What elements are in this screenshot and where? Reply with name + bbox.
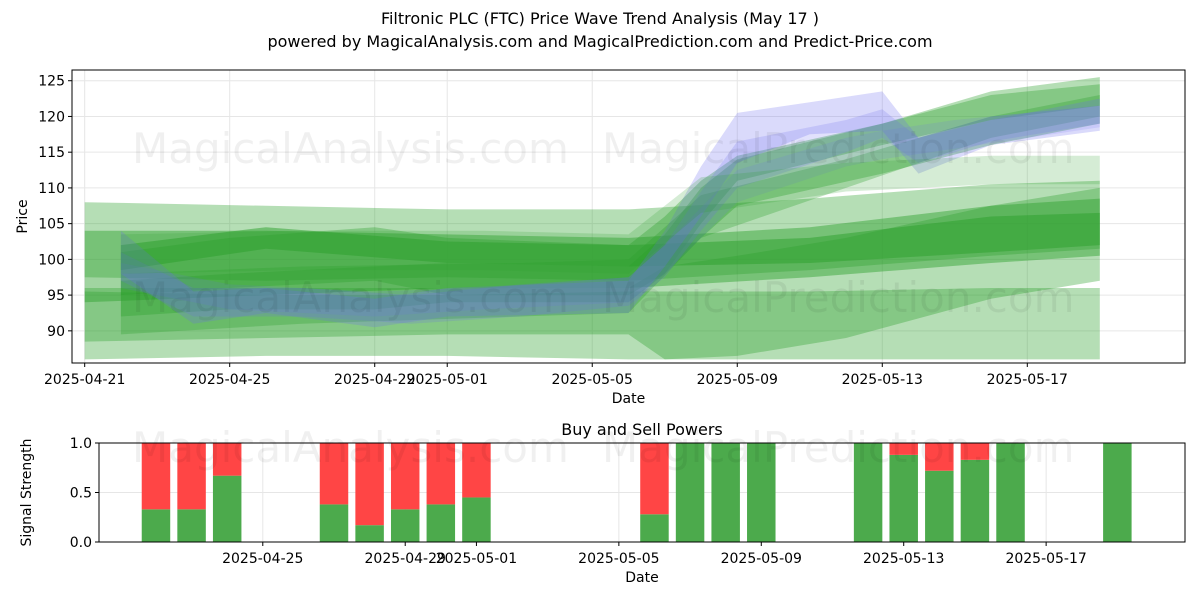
watermark-text: MagicalPrediction.com bbox=[602, 273, 1075, 322]
wave-band-8 bbox=[120, 95, 1100, 335]
price-axes: 90 95 100 105 110 115 120 125 2025-04-21 2025-04-… bbox=[15, 74, 1068, 407]
x-tick-label: 2025-05-05 bbox=[552, 372, 633, 388]
buy-bar bbox=[319, 504, 349, 542]
x-axis-label: Date bbox=[612, 391, 645, 407]
x-tick-label: 2025-05-01 bbox=[436, 551, 517, 567]
buy-bar bbox=[675, 443, 705, 542]
sell-bar bbox=[390, 443, 420, 510]
x-tick-label: 2025-05-17 bbox=[1005, 551, 1086, 567]
sell-bar bbox=[212, 443, 242, 476]
y-tick-label: 95 bbox=[47, 288, 65, 304]
wave-band-5 bbox=[120, 212, 1100, 271]
y-tick-label: 120 bbox=[38, 109, 65, 125]
wave-band-10 bbox=[120, 105, 1100, 324]
x-tick-label: 2025-04-25 bbox=[222, 551, 303, 567]
signal-axes: Buy and Sell Powers 0.0 0.5 1.0 2025-04-25 20… bbox=[19, 420, 1087, 586]
x-tick-label: 2025-05-09 bbox=[721, 551, 802, 567]
wave-band-11 bbox=[120, 105, 1100, 317]
buy-bar bbox=[212, 475, 242, 542]
watermark-text: MagicalAnalysis.com bbox=[132, 273, 569, 322]
buy-bar bbox=[355, 525, 384, 542]
price-bands bbox=[84, 77, 1100, 360]
sell-bar bbox=[426, 443, 456, 505]
buy-bar bbox=[853, 443, 883, 542]
x-tick-label: 2025-05-17 bbox=[987, 372, 1068, 388]
buy-bar bbox=[925, 470, 954, 542]
watermark-text: MagicalPrediction.com bbox=[602, 124, 1075, 173]
buy-bar bbox=[141, 509, 171, 542]
sell-bar bbox=[960, 443, 990, 460]
y-tick-label: 110 bbox=[38, 181, 65, 197]
x-tick-label: 2025-05-09 bbox=[697, 372, 778, 388]
y-tick-label: 125 bbox=[38, 74, 65, 90]
wave-band-7 bbox=[120, 84, 1100, 317]
wave-band-3 bbox=[84, 187, 1100, 360]
y-tick-label: 90 bbox=[47, 324, 65, 340]
watermark-text: MagicalAnalysis.com bbox=[132, 423, 569, 472]
x-axis-label: Date bbox=[625, 570, 658, 586]
x-tick-label: 2025-04-25 bbox=[189, 372, 270, 388]
y-tick-label: 105 bbox=[38, 217, 65, 233]
wave-band-12 bbox=[120, 155, 1100, 274]
price-watermarks: MagicalAnalysis.com MagicalPrediction.com… bbox=[132, 124, 1075, 322]
wave-band-9 bbox=[120, 91, 1100, 328]
sell-bar bbox=[319, 443, 349, 505]
buy-bar bbox=[889, 454, 918, 542]
buy-bar bbox=[1103, 443, 1132, 542]
buy-bar bbox=[177, 509, 206, 542]
signal-title: Buy and Sell Powers bbox=[561, 420, 723, 439]
y-tick-label: 115 bbox=[38, 145, 65, 161]
x-tick-label: 2025-04-29 bbox=[334, 372, 415, 388]
sell-bar bbox=[889, 443, 918, 455]
buy-bar bbox=[426, 504, 456, 542]
buy-bar bbox=[747, 443, 776, 542]
buy-bar bbox=[390, 509, 420, 542]
price-plot-frame bbox=[71, 69, 1186, 364]
chart-subtitle: powered by MagicalAnalysis.com and Magic… bbox=[267, 32, 933, 51]
x-tick-label: 2025-05-13 bbox=[863, 551, 944, 567]
sell-bar bbox=[462, 443, 491, 498]
y-tick-label: 100 bbox=[38, 252, 65, 268]
y-axis-label: Signal Strength bbox=[19, 438, 35, 546]
chart-title: Filtronic PLC (FTC) Price Wave Trend Ana… bbox=[380, 9, 820, 28]
wave-band-2 bbox=[84, 288, 1100, 360]
y-axis-label: Price bbox=[15, 199, 31, 233]
y-tick-label: 0.0 bbox=[70, 535, 92, 551]
wave-band-6 bbox=[120, 77, 1100, 296]
y-tick-label: 0.5 bbox=[70, 486, 92, 502]
sell-bar bbox=[141, 443, 171, 510]
watermark-text: MagicalAnalysis.com bbox=[132, 124, 569, 173]
sell-bar bbox=[177, 443, 206, 510]
y-tick-label: 1.0 bbox=[70, 436, 92, 452]
buy-bar bbox=[640, 514, 669, 542]
signal-watermarks: MagicalAnalysis.com MagicalPrediction.com bbox=[132, 423, 1075, 472]
sell-bar bbox=[640, 443, 669, 515]
buy-bar bbox=[711, 443, 740, 542]
signal-bars bbox=[141, 443, 1132, 542]
watermark-text: MagicalPrediction.com bbox=[602, 423, 1075, 472]
x-tick-label: 2025-04-21 bbox=[44, 372, 125, 388]
x-tick-label: 2025-05-13 bbox=[842, 372, 923, 388]
x-tick-label: 2025-05-01 bbox=[407, 372, 488, 388]
x-tick-label: 2025-05-05 bbox=[578, 551, 659, 567]
x-tick-label: 2025-04-29 bbox=[365, 551, 446, 567]
buy-bar bbox=[960, 459, 990, 542]
sell-bar bbox=[925, 443, 954, 471]
buy-bar bbox=[996, 443, 1025, 542]
buy-bar bbox=[462, 497, 491, 542]
sell-bar bbox=[355, 443, 384, 526]
